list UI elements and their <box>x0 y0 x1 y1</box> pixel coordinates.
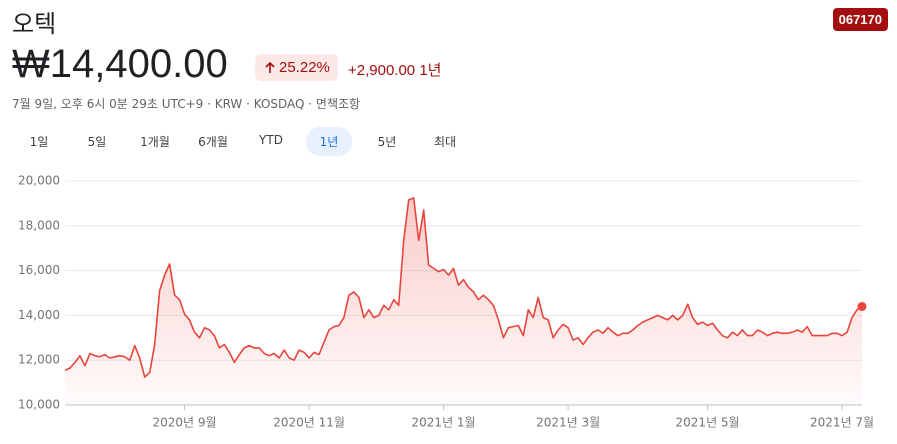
y-tick-label: 10,000 <box>18 398 60 412</box>
y-tick-label: 18,000 <box>18 218 60 232</box>
up-arrow <box>265 61 275 73</box>
range-tab[interactable]: 최대 <box>433 135 457 149</box>
price-line <box>64 197 863 378</box>
range-tab[interactable]: 1개월 <box>140 135 170 149</box>
change: +2,900.00 1년 <box>348 59 441 80</box>
x-tick-label: 2021년 5월 <box>676 416 740 430</box>
ticker-badge: 067170 <box>832 8 888 31</box>
stock-name: 오텍 <box>12 10 57 38</box>
range-tab[interactable]: 6개월 <box>198 135 228 149</box>
x-tick-label: 2021년 1월 <box>412 416 476 430</box>
y-tick-label: 12,000 <box>18 353 60 367</box>
range-tab[interactable]: YTD <box>259 133 283 147</box>
subline: 7월 9일, 오후 6시 0분 29초 UTC+9 · KRW · KOSDAQ… <box>12 97 361 111</box>
range-tabs: 1일 5일 1개월 6개월 YTD 1년 5년 최대 <box>10 127 474 156</box>
y-tick-label: 16,000 <box>18 263 60 277</box>
change-chip: 25.22% <box>255 54 338 81</box>
price: ₩14,400.00 <box>12 42 228 86</box>
change-value: +2,900.00 <box>348 62 416 79</box>
y-tick-label: 20,000 <box>18 174 60 188</box>
period: 1년 <box>419 62 442 79</box>
x-tick-label: 2021년 7월 <box>810 416 874 430</box>
x-tick-label: 2020년 9월 <box>153 416 217 430</box>
change-percent: 25.22% <box>279 59 330 76</box>
range-tab[interactable]: 1일 <box>29 135 49 149</box>
last-point <box>857 301 867 311</box>
x-tick-label: 2021년 3월 <box>536 416 600 430</box>
y-tick-label: 14,000 <box>18 308 60 322</box>
range-tab[interactable]: 5년 <box>377 135 397 149</box>
range-tab[interactable]: 5일 <box>87 135 107 149</box>
range-tab[interactable]: 1년 <box>306 127 352 156</box>
area <box>65 197 862 405</box>
x-tick-label: 2020년 11월 <box>273 416 345 430</box>
